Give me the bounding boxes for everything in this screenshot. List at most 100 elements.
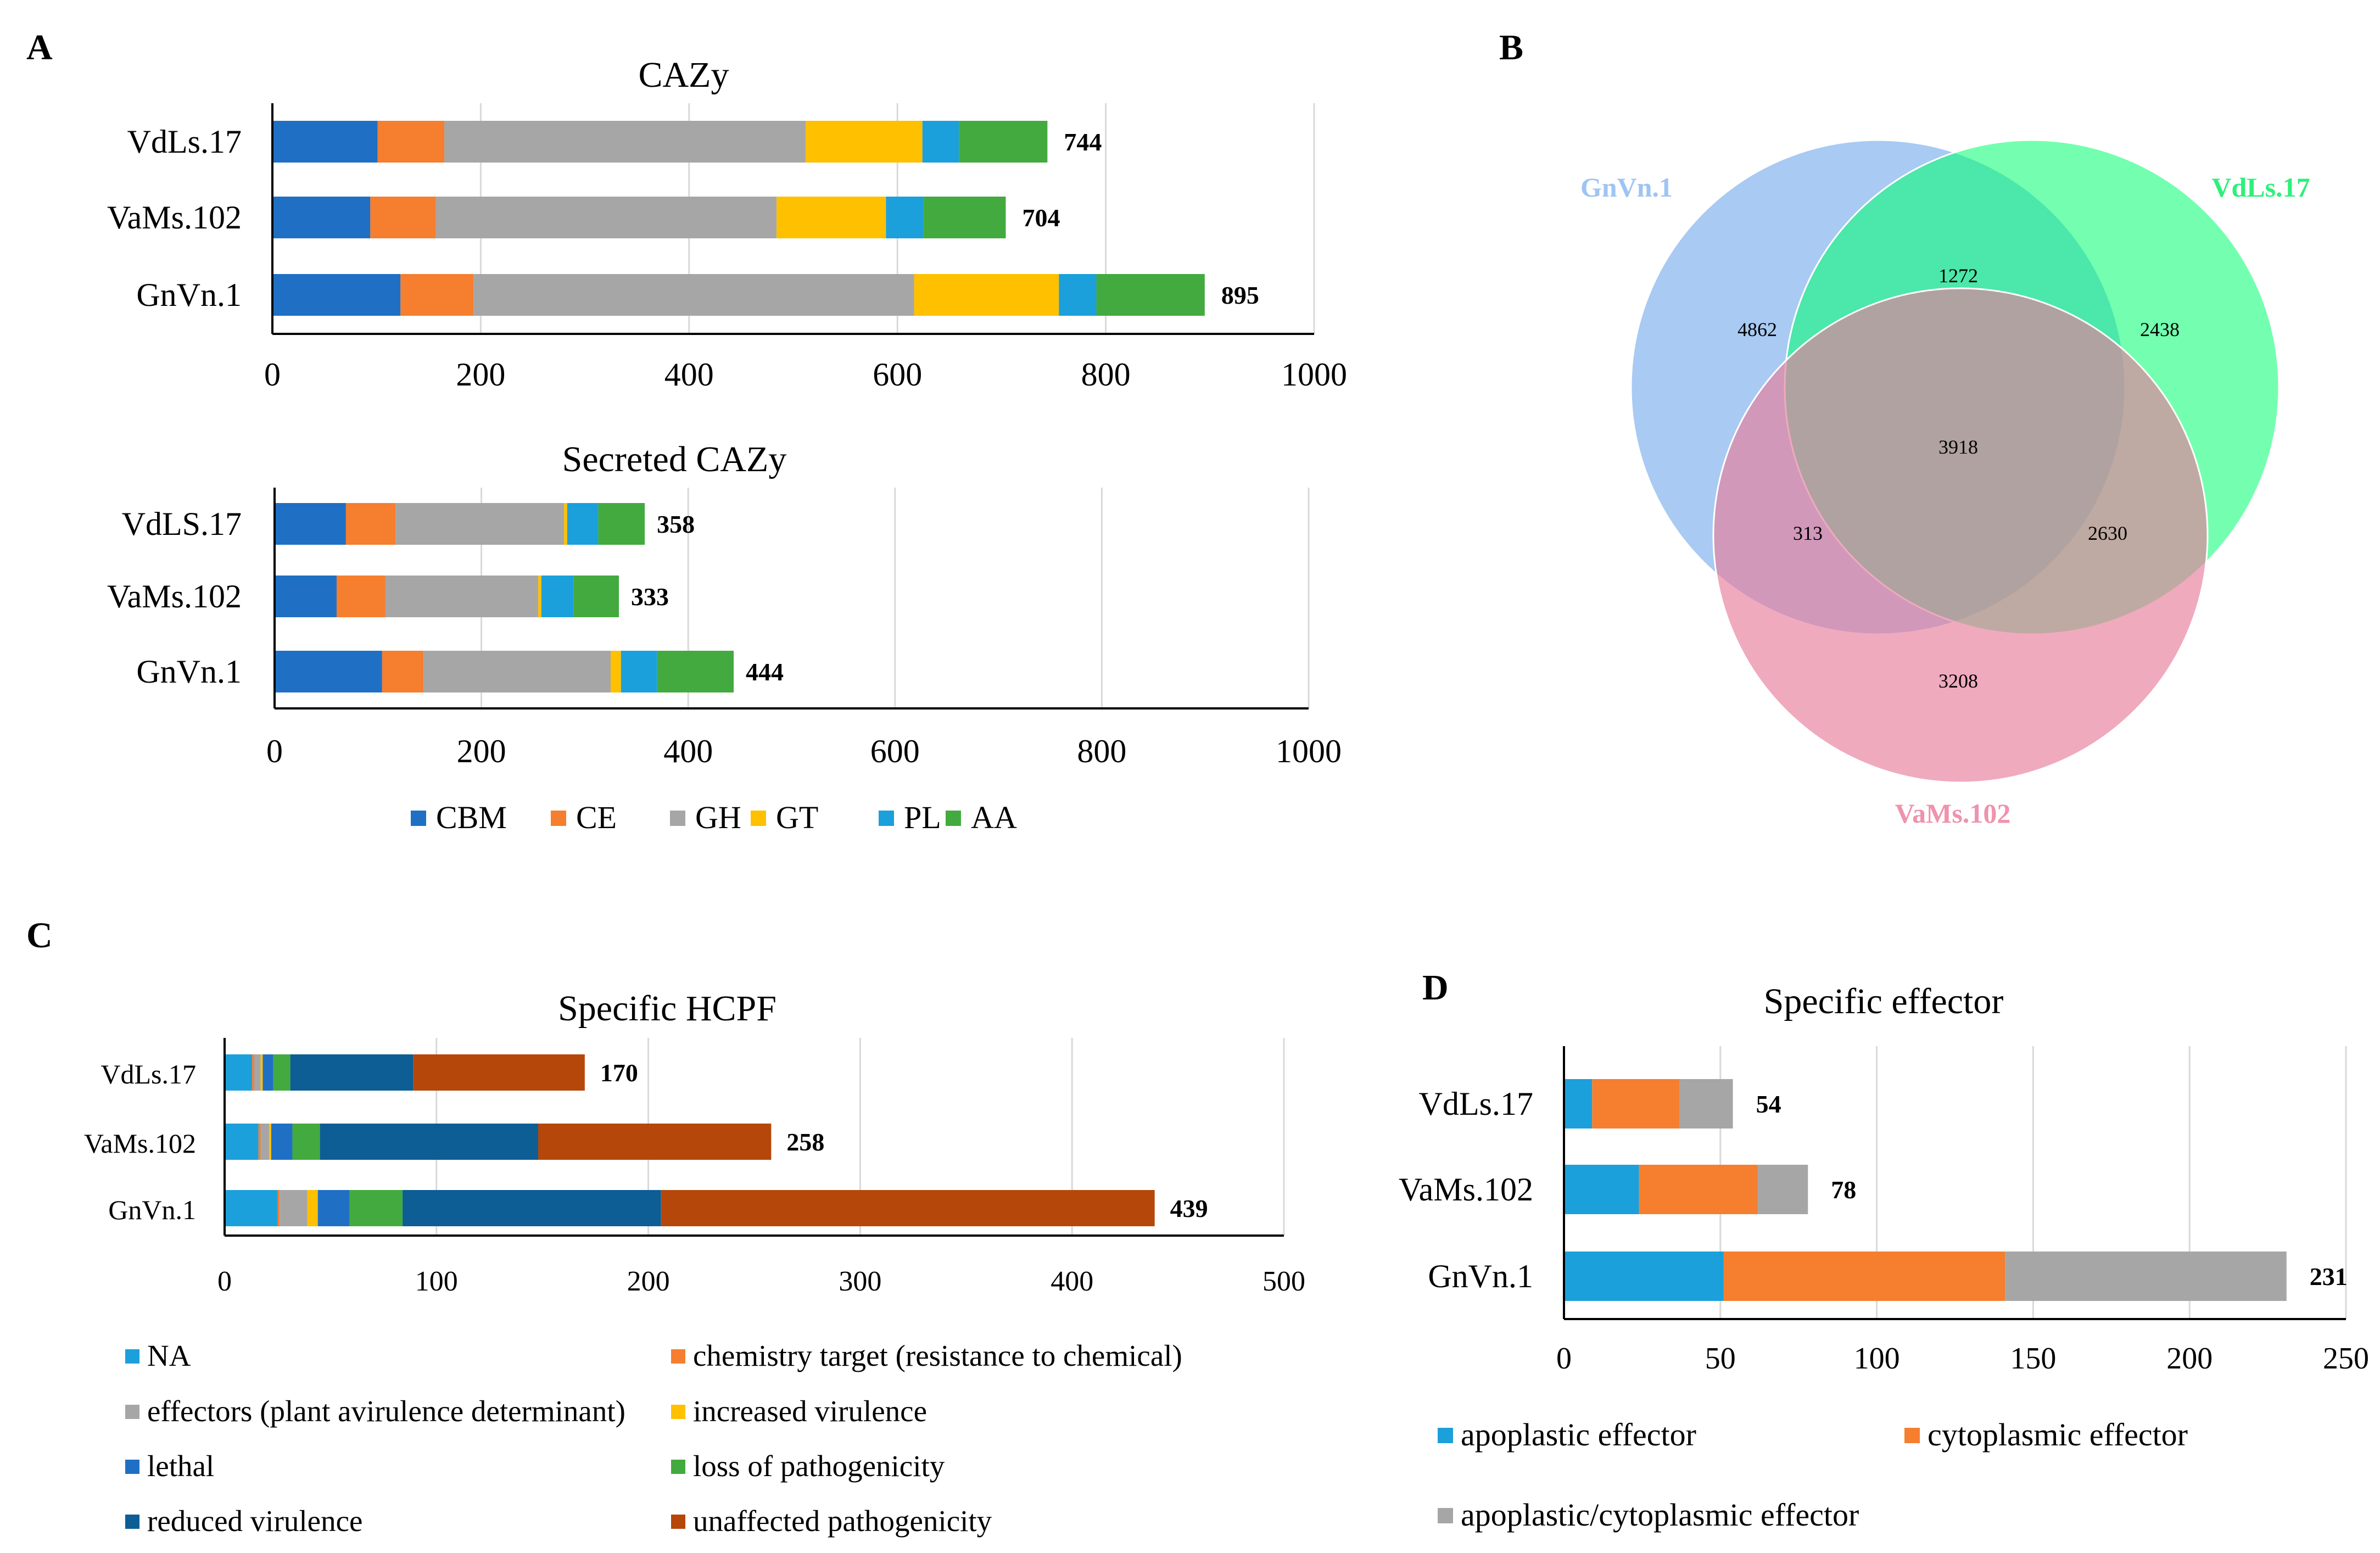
cazy-bar-gnvn-1-cbm (272, 274, 401, 316)
effector-bar-vdls-17-apoplastic-effector (1564, 1079, 1593, 1129)
secreted-bar-vams-102-cbm (275, 576, 337, 617)
effector-tick-0: 0 (1556, 1342, 1572, 1376)
secreted-bar-vams-102-aa (573, 576, 619, 617)
effector-bar-vams-102-apoplastic-effector (1564, 1165, 1639, 1214)
cazy-bar-vams-102-ce (370, 197, 436, 238)
hcpf-bar-gnvn-1-effectors-plant-avirulence-determinant (280, 1190, 308, 1226)
cazy-category-vdls-17: VdLs.17 (127, 124, 242, 160)
effector-legend-label-apoplastic-cytoplasmic-effector: apoplastic/cytoplasmic effector (1461, 1497, 1859, 1533)
cazy-bar-vams-102-aa (923, 197, 1006, 238)
cazy-legend-swatch-aa (946, 811, 961, 826)
hcpf-bar-vams-102-increased-virulence (269, 1124, 271, 1160)
effector-bar-gnvn-1-cytoplasmic-effector (1723, 1252, 2005, 1301)
effector-bar-vdls-17-cytoplasmic-effector (1592, 1079, 1680, 1129)
effector-bar-vams-102-apoplastic-cytoplasmic-effector (1758, 1165, 1808, 1214)
secreted-total-vams-102: 333 (631, 583, 669, 611)
hcpf-bar-vams-102-unaffected-pathogenicity (538, 1124, 772, 1160)
secreted-bar-vdls-17-ce (345, 503, 396, 545)
secreted-bar-vdls-17-gh (395, 503, 565, 545)
cazy-bar-vdls-17-ce (377, 121, 445, 163)
secreted-tick-0: 0 (266, 733, 283, 769)
cazy-bar-gnvn-1-pl (1059, 274, 1097, 316)
effector-total-vams-102: 78 (1831, 1176, 1856, 1204)
hcpf-legend-label-unaffected-pathogenicity: unaffected pathogenicity (693, 1504, 992, 1538)
effector-legend-label-cytoplasmic-effector: cytoplasmic effector (1928, 1417, 2188, 1453)
hcpf-tick-400: 400 (1051, 1266, 1093, 1297)
cazy-bar-vdls-17-pl (922, 121, 959, 163)
effector-chart: Specific effector 54 VdLs.17 78 VaMs.102 231… (1399, 981, 2369, 1376)
effector-tick-200: 200 (2166, 1342, 2213, 1376)
venn-label-vdls: VdLs.17 (2211, 172, 2310, 203)
hcpf-bar-vdls-17-reduced-virulence (290, 1054, 414, 1091)
cazy-total-vdls-17: 744 (1064, 128, 1102, 156)
hcpf-legend-label-reduced-virulence: reduced virulence (147, 1504, 362, 1538)
cazy-chart-title: CAZy (639, 55, 729, 95)
secreted-cazy-chart: Secreted CAZy 358 VdLS.17 333 VaMs.102 444 Gn… (107, 439, 1342, 769)
secreted-bar-gnvn-1-ce (382, 651, 424, 692)
effector-legend-swatch-cytoplasmic-effector (1904, 1428, 1920, 1443)
panel-letter-d: D (1422, 968, 1449, 1008)
hcpf-legend-swatch-chemistry-target-resistance-to-chemical (671, 1349, 685, 1364)
cazy-legend-label-cbm: CBM (436, 800, 507, 835)
secreted-tick-400: 400 (663, 733, 713, 769)
hcpf-bar-gnvn-1-loss-of-pathogenicity (349, 1190, 403, 1226)
hcpf-bar-vams-102-lethal (271, 1124, 293, 1160)
hcpf-category-gnvn-1: GnVn.1 (108, 1194, 196, 1225)
hcpf-category-vdls-17: VdLs.17 (100, 1059, 196, 1090)
cazy-legend-label-ce: CE (576, 800, 617, 835)
hcpf-bar-gnvn-1-chemistry-target-resistance-to-chemical (277, 1190, 280, 1226)
hcpf-tick-500: 500 (1262, 1266, 1305, 1297)
hcpf-legend-swatch-effectors-plant-avirulence-determinant (125, 1405, 139, 1419)
venn-diagram: GnVn.1 VdLs.17 VaMs.102 4862 1272 2438 3… (1580, 139, 2310, 829)
hcpf-bar-gnvn-1-unaffected-pathogenicity (661, 1190, 1155, 1226)
cazy-total-gnvn-1: 895 (1221, 281, 1259, 309)
secreted-total-vdls-17: 358 (657, 510, 695, 538)
effector-bar-gnvn-1-apoplastic-effector (1564, 1252, 1724, 1301)
hcpf-bar-vams-102-effectors-plant-avirulence-determinant (260, 1124, 270, 1160)
effector-bar-vams-102-cytoplasmic-effector (1639, 1165, 1758, 1214)
effector-category-gnvn-1: GnVn.1 (1428, 1258, 1533, 1294)
venn-count-vams-only: 3208 (1938, 670, 1978, 692)
effector-legend-swatch-apoplastic-cytoplasmic-effector (1438, 1508, 1453, 1523)
effector-tick-100: 100 (1854, 1342, 1900, 1376)
secreted-bar-vams-102-pl (541, 576, 574, 617)
hcpf-total-vdls-17: 170 (600, 1059, 638, 1087)
effector-legend: apoplastic effector cytoplasmic effector a… (1438, 1417, 2188, 1533)
hcpf-bar-vdls-17-effectors-plant-avirulence-determinant (254, 1054, 261, 1091)
panel-letter-c: C (26, 915, 53, 956)
secreted-bar-gnvn-1-aa (657, 651, 734, 692)
cazy-total-vams-102: 704 (1022, 204, 1060, 232)
cazy-bar-vdls-17-cbm (272, 121, 378, 163)
cazy-bar-vams-102-gh (435, 197, 777, 238)
cazy-legend-swatch-gt (751, 811, 766, 826)
cazy-bar-gnvn-1-aa (1096, 274, 1205, 316)
cazy-bar-vdls-17-aa (959, 121, 1048, 163)
hcpf-legend-label-chemistry-target-resistance-to-chemical: chemistry target (resistance to chemical… (693, 1339, 1182, 1372)
cazy-legend-swatch-ce (551, 811, 566, 826)
hcpf-bar-vdls-17-unaffected-pathogenicity (413, 1054, 585, 1091)
cazy-legend: CBM CE GH GT PL AA (411, 800, 1017, 835)
cazy-tick-600: 600 (873, 356, 922, 393)
cazy-tick-1000: 1000 (1281, 356, 1347, 393)
cazy-legend-swatch-gh (670, 811, 685, 826)
effector-tick-250: 250 (2323, 1342, 2369, 1376)
cazy-bar-gnvn-1-gt (914, 274, 1059, 316)
secreted-tick-800: 800 (1077, 733, 1126, 769)
hcpf-tick-100: 100 (415, 1266, 458, 1297)
effector-total-vdls-17: 54 (1756, 1090, 1781, 1118)
hcpf-bar-vdls-17-increased-virulence (260, 1054, 263, 1091)
venn-count-all: 3918 (1938, 436, 1978, 458)
cazy-tick-400: 400 (664, 356, 714, 393)
cazy-legend-label-gt: GT (776, 800, 818, 835)
cazy-legend-label-gh: GH (695, 800, 741, 835)
venn-count-gnvn-vams: 313 (1793, 522, 1823, 544)
effector-chart-title: Specific effector (1764, 981, 2004, 1021)
hcpf-tick-300: 300 (839, 1266, 881, 1297)
cazy-bar-vams-102-cbm (272, 197, 371, 238)
secreted-bar-gnvn-1-cbm (275, 651, 382, 692)
hcpf-legend-swatch-unaffected-pathogenicity (671, 1515, 685, 1529)
secreted-tick-200: 200 (457, 733, 506, 769)
secreted-bar-vams-102-gh (385, 576, 539, 617)
secreted-bar-vdls-17-gt (564, 503, 567, 545)
